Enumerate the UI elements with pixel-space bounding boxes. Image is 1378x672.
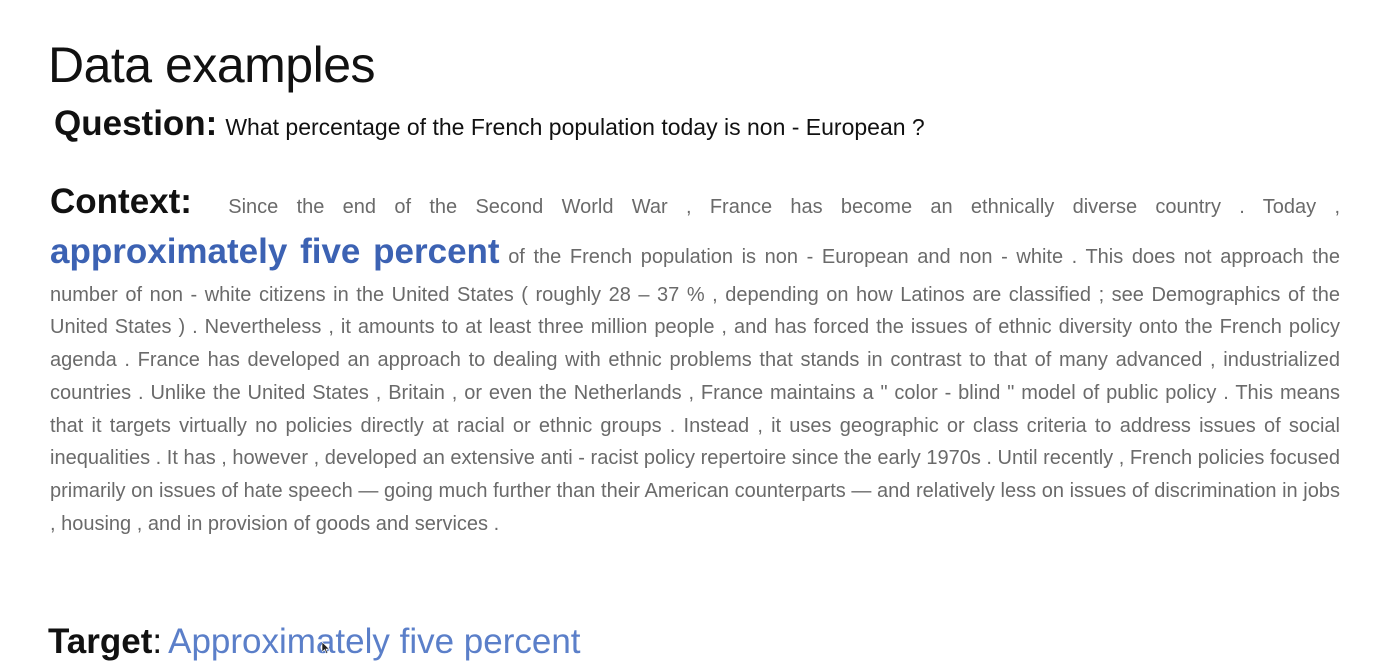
- context-text-before: Since the end of the Second World War , …: [228, 196, 1341, 218]
- context-answer-highlight: approximately five percent: [50, 231, 500, 271]
- target-text: Approximately five percent: [168, 622, 581, 661]
- question-label: Question:: [54, 104, 218, 143]
- context-paragraph: Context: Since the end of the Second Wor…: [50, 184, 1341, 540]
- target-row: Target: Approximately five percent: [48, 622, 581, 662]
- mouse-pointer-icon: [322, 642, 330, 654]
- target-label: Target:: [48, 622, 162, 661]
- question-row: Question: What percentage of the French p…: [54, 104, 925, 144]
- question-text: What percentage of the French population…: [225, 114, 925, 140]
- target-label-colon: :: [152, 622, 163, 661]
- target-label-word: Target: [48, 622, 153, 661]
- slide-title: Data examples: [48, 37, 376, 93]
- context-label: Context:: [50, 182, 192, 221]
- context-text-after: of the French population is non - Europe…: [50, 245, 1340, 535]
